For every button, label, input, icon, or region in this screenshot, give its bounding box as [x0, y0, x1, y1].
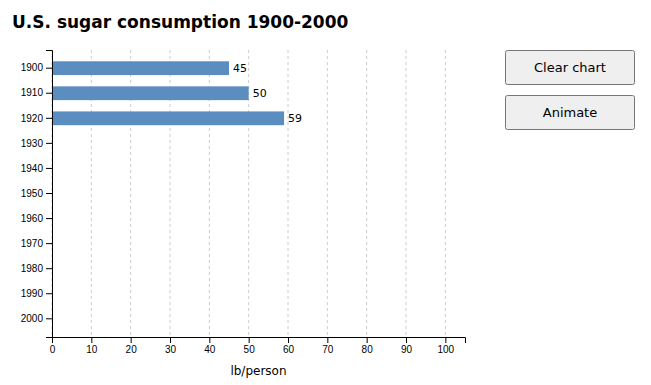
x-tick-label: 0: [50, 344, 56, 355]
x-tick: 30: [165, 337, 177, 355]
y-tick-mark: [46, 318, 52, 319]
x-tick: 20: [126, 337, 138, 355]
x-tick-mark: [327, 337, 328, 343]
y-tick: 1990: [21, 288, 52, 299]
bar: [52, 111, 284, 125]
y-tick-mark: [46, 218, 52, 219]
x-tick-mark: [367, 337, 368, 343]
page: 0102030405060708090100190019101920193019…: [0, 0, 651, 385]
grid-line: [327, 50, 328, 337]
x-tick: 0: [50, 337, 56, 355]
grid-line: [366, 50, 367, 337]
x-tick-mark: [445, 337, 446, 343]
y-tick: 1930: [21, 138, 52, 149]
y-tick-label: 1900: [21, 62, 44, 73]
y-tick-mark: [46, 243, 52, 244]
data-label: 45: [233, 62, 247, 75]
x-tick: 40: [204, 337, 216, 355]
y-tick-mark: [46, 143, 52, 144]
y-tick-label: 1990: [21, 288, 44, 299]
x-tick: 80: [362, 337, 374, 355]
x-tick-mark: [249, 337, 250, 343]
button[interactable]: Clear chart: [505, 50, 635, 85]
y-tick: 1900: [21, 62, 52, 73]
y-tick: 1910: [21, 87, 52, 98]
x-tick-label: 100: [437, 344, 454, 355]
x-tick: 70: [322, 337, 334, 355]
y-tick-mark: [46, 168, 52, 169]
y-tick-label: 2000: [21, 313, 44, 324]
y-tick: 1960: [21, 213, 52, 224]
grid-line: [288, 50, 289, 337]
y-tick-label: 1910: [21, 87, 44, 98]
x-tick-label: 60: [283, 344, 295, 355]
x-tick: 90: [401, 337, 413, 355]
y-tick-mark: [46, 93, 52, 94]
x-axis-title: lb/person: [230, 364, 286, 378]
y-tick-label: 1950: [21, 188, 44, 199]
x-tick: 10: [86, 337, 98, 355]
x-tick-mark: [131, 337, 132, 343]
x-tick-label: 30: [165, 344, 177, 355]
bar: [52, 86, 249, 100]
x-tick-label: 40: [204, 344, 216, 355]
y-tick-label: 1930: [21, 138, 44, 149]
plot-area: 0102030405060708090100190019101920193019…: [21, 50, 466, 355]
x-tick-label: 20: [126, 344, 138, 355]
x-tick: 100: [437, 337, 454, 355]
x-tick-mark: [406, 337, 407, 343]
grid-line: [445, 50, 446, 337]
grid-line: [406, 50, 407, 337]
y-tick: 1920: [21, 113, 52, 124]
x-tick-mark: [209, 337, 210, 343]
x-tick: 60: [283, 337, 295, 355]
chart: 0102030405060708090100190019101920193019…: [0, 0, 495, 385]
y-axis: 1900 1910 1920 1930 1940 1950 1960 1970 1980 1990…: [21, 51, 53, 338]
y-tick-label: 1920: [21, 113, 44, 124]
x-axis: 0 10 20 30 40 50 60 70 80 90 100: [50, 337, 466, 355]
x-tick-mark: [91, 337, 92, 343]
y-tick-label: 1940: [21, 163, 44, 174]
y-tick-label: 1970: [21, 238, 44, 249]
y-tick-label: 1960: [21, 213, 44, 224]
x-tick-label: 50: [244, 344, 256, 355]
y-tick: 1980: [21, 263, 52, 274]
y-tick-mark: [46, 118, 52, 119]
y-tick-mark: [46, 193, 52, 194]
y-tick: 1970: [21, 238, 52, 249]
x-tick: 50: [244, 337, 256, 355]
button[interactable]: Animate: [505, 95, 635, 130]
y-tick: 1940: [21, 163, 52, 174]
data-label: 50: [253, 87, 267, 100]
y-tick: 2000: [21, 313, 52, 324]
data-label: 59: [288, 112, 302, 125]
bar: [52, 61, 229, 75]
x-axis-line: [53, 338, 466, 344]
data-labels: 45 50 59: [233, 62, 302, 125]
y-tick-label: 1980: [21, 263, 44, 274]
x-tick-mark: [288, 337, 289, 343]
x-tick-label: 80: [362, 344, 374, 355]
x-tick-label: 90: [401, 344, 413, 355]
title: U.S. sugar consumption 1900-2000: [12, 12, 349, 32]
grid: [52, 50, 445, 337]
button-panel: Clear chart Animate: [505, 50, 635, 130]
bars: [52, 61, 284, 125]
x-tick-label: 70: [322, 344, 334, 355]
y-tick: 1950: [21, 188, 52, 199]
x-tick-label: 10: [86, 344, 98, 355]
y-tick-mark: [46, 293, 52, 294]
x-tick-mark: [170, 337, 171, 343]
y-tick-mark: [46, 68, 52, 69]
y-tick-mark: [46, 268, 52, 269]
y-axis-line: [46, 51, 53, 338]
